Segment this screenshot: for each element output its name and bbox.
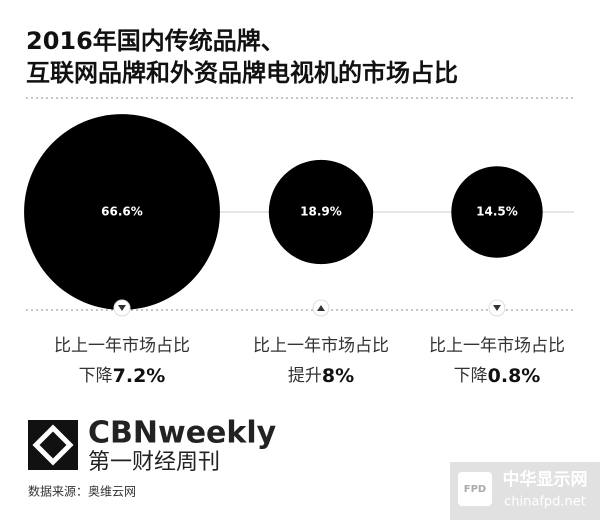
title-line: 互联网品牌和外资品牌电视机的市场占比 — [26, 59, 458, 87]
bubble — [451, 166, 543, 258]
brand-subtitle: 第一财经周刊 — [88, 450, 220, 475]
title-line: 2016年国内传统品牌、 — [26, 27, 285, 55]
change-direction: 下降 — [79, 366, 113, 386]
source: 数据来源：奥维云网 — [28, 484, 136, 499]
logo-mark — [32, 424, 74, 466]
down-arrow — [493, 305, 501, 311]
watermark-name: 中华显示网 — [503, 469, 588, 490]
change-value: 8% — [322, 365, 354, 387]
logo — [28, 420, 78, 470]
change-caption: 比上一年市场占比 — [54, 336, 190, 356]
change-text: 下降0.8% — [454, 365, 541, 387]
up-arrow — [317, 305, 325, 311]
watermark-badge: FPD — [464, 484, 486, 495]
change-direction: 提升 — [288, 366, 322, 386]
value-label: 18.9% — [300, 205, 342, 219]
down-arrow — [118, 305, 126, 311]
change-text: 下降7.2% — [79, 365, 166, 387]
change-caption: 比上一年市场占比 — [253, 336, 389, 356]
change-value: 7.2% — [113, 365, 166, 387]
watermark-badge-box — [458, 472, 492, 506]
bubble — [24, 114, 220, 310]
bubble — [268, 159, 374, 265]
change-text: 提升8% — [288, 365, 354, 387]
change-direction: 下降 — [454, 366, 488, 386]
value-label: 14.5% — [476, 205, 518, 219]
value-label: 66.6% — [101, 205, 143, 219]
watermark-url: chinafpd.net — [504, 495, 586, 510]
brand-name: CBNweekly — [88, 416, 277, 451]
change-value: 0.8% — [488, 365, 541, 387]
arrows — [113, 299, 506, 317]
change-caption: 比上一年市场占比 — [429, 336, 565, 356]
